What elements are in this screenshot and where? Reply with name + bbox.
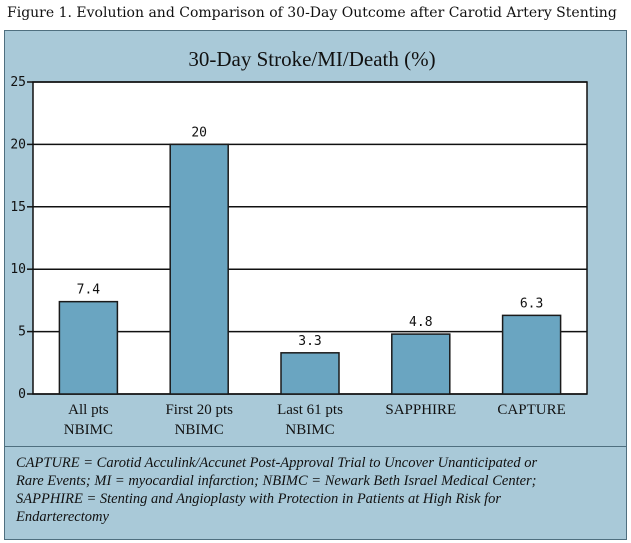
figure-caption: Figure 1. Evolution and Comparison of 30… (7, 5, 617, 21)
category-label: SAPPHIRE (385, 402, 456, 418)
y-tick-label: 20 (10, 137, 26, 152)
footnote-divider (4, 446, 627, 447)
category-label: CAPTURE (497, 402, 565, 418)
footnote-line: SAPPHIRE = Stenting and Angioplasty with… (16, 491, 502, 507)
y-tick-label: 15 (10, 200, 26, 215)
footnote-line: Rare Events; MI = myocardial infarction;… (16, 473, 537, 489)
category-label: First 20 pts (165, 402, 233, 418)
y-tick-label: 25 (10, 75, 26, 90)
category-label: Last 61 pts (277, 402, 343, 418)
bar-value-label: 20 (191, 125, 207, 140)
bars (58, 143, 562, 395)
category-label: NBIMC (175, 422, 224, 438)
footnote-line: CAPTURE = Carotid Acculink/Accunet Post-… (16, 455, 538, 471)
y-axis-ticks: 0 5 10 15 20 25 (10, 75, 33, 402)
bar (58, 300, 119, 395)
bar (391, 333, 451, 395)
bar-value-label: 4.8 (409, 315, 432, 330)
labels: 7.4 All pts NBIMC 20 First 20 pts NBIMC 3.3 Las… (64, 125, 566, 438)
category-label: NBIMC (285, 422, 334, 438)
chart-title: 30-Day Stroke/MI/Death (%) (188, 47, 435, 71)
footnote-line: Endarterectomy (16, 509, 109, 525)
gridlines (33, 81, 587, 395)
bar (169, 143, 229, 395)
bar-chart: 30-Day Stroke/MI/Death (%) 0 5 10 15 20 25 7.… (10, 47, 588, 438)
y-tick-label: 10 (10, 262, 26, 277)
category-label: All pts (68, 402, 109, 418)
bar (501, 314, 562, 395)
bar-value-label: 7.4 (77, 283, 101, 298)
y-tick-label: 5 (18, 325, 26, 340)
footnote: CAPTURE = Carotid Acculink/Accunet Post-… (16, 454, 616, 526)
bar-value-label: 6.3 (520, 296, 543, 311)
category-label: NBIMC (64, 422, 113, 438)
y-tick-label: 0 (18, 387, 26, 402)
bar (280, 352, 340, 395)
bar-value-label: 3.3 (298, 334, 321, 349)
plot-area (32, 81, 588, 395)
